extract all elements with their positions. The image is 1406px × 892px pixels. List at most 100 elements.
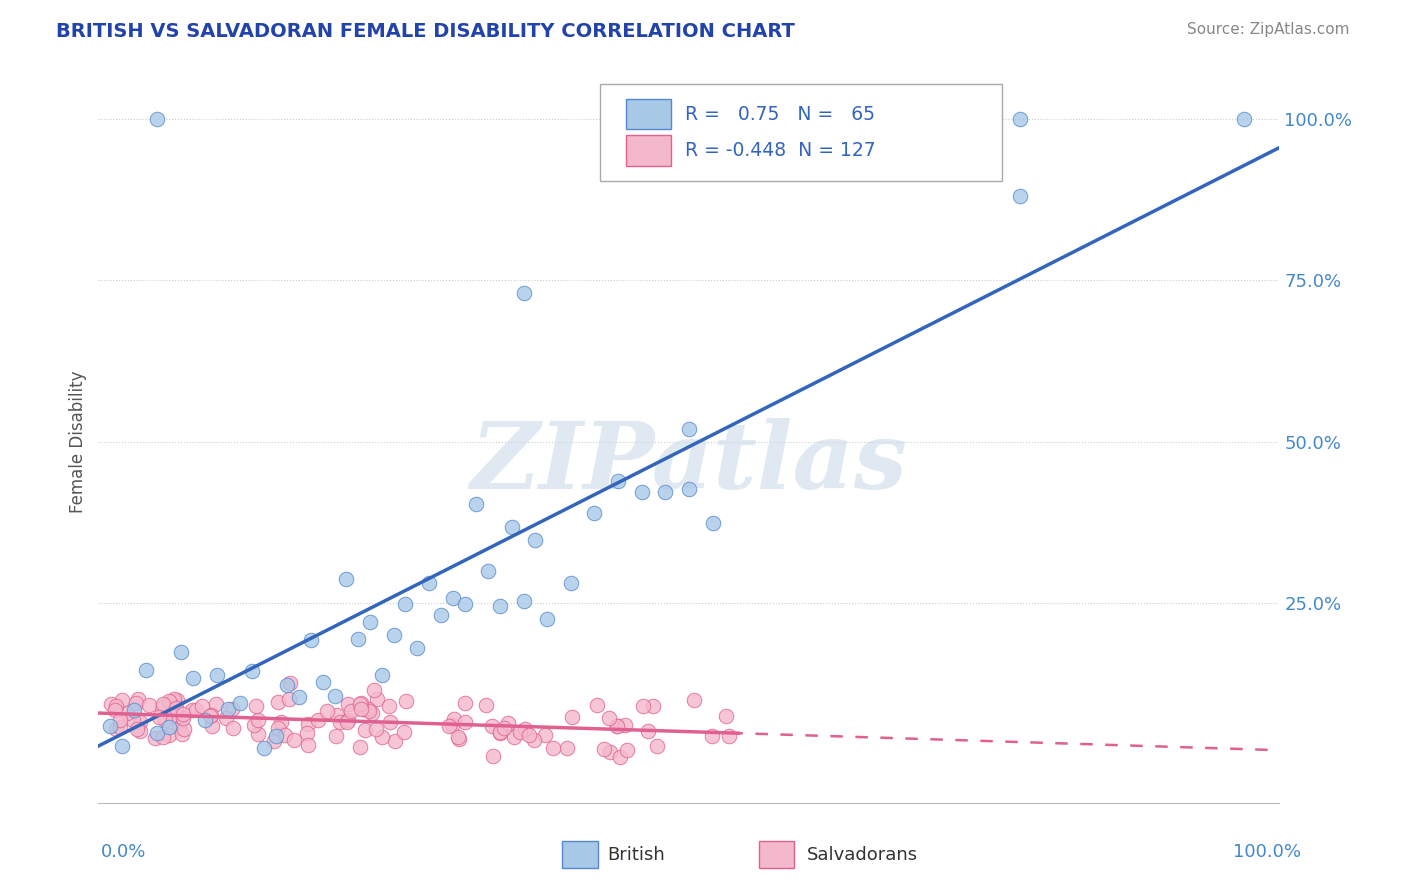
Point bbox=[240, 664, 263, 678]
Point bbox=[352, 701, 374, 715]
Point bbox=[297, 738, 319, 752]
Point bbox=[586, 698, 609, 712]
Point bbox=[489, 725, 512, 739]
Point bbox=[359, 615, 381, 630]
Point bbox=[378, 715, 401, 730]
Point bbox=[353, 723, 375, 737]
Point bbox=[166, 708, 188, 723]
Point bbox=[366, 692, 388, 706]
Point bbox=[152, 730, 174, 744]
Point bbox=[153, 713, 176, 727]
Point bbox=[274, 728, 297, 742]
Point bbox=[104, 703, 127, 717]
Text: BRITISH VS SALVADORAN FEMALE DISABILITY CORRELATION CHART: BRITISH VS SALVADORAN FEMALE DISABILITY … bbox=[56, 22, 796, 41]
Point bbox=[200, 708, 222, 723]
Point bbox=[200, 719, 222, 733]
Point bbox=[512, 286, 534, 301]
Bar bbox=[626, 136, 671, 166]
Point bbox=[363, 683, 385, 698]
Point bbox=[135, 663, 157, 677]
Point bbox=[598, 711, 620, 725]
Point bbox=[159, 708, 181, 723]
Point bbox=[157, 720, 180, 734]
Text: R = -0.448  N = 127: R = -0.448 N = 127 bbox=[685, 141, 876, 160]
Point bbox=[205, 668, 228, 682]
Point bbox=[323, 689, 346, 703]
Point bbox=[489, 599, 512, 613]
Point bbox=[382, 628, 405, 642]
Point bbox=[606, 718, 628, 732]
Point bbox=[609, 749, 631, 764]
Point bbox=[481, 719, 503, 733]
Point bbox=[593, 742, 616, 756]
Point bbox=[108, 713, 131, 727]
Point bbox=[148, 710, 170, 724]
Point bbox=[443, 712, 465, 726]
Point bbox=[349, 740, 371, 755]
Point bbox=[166, 692, 188, 706]
Point bbox=[394, 725, 416, 739]
Point bbox=[371, 730, 394, 744]
Bar bbox=[626, 99, 671, 129]
Point bbox=[325, 729, 347, 743]
Point bbox=[702, 516, 724, 531]
Point bbox=[488, 725, 510, 739]
Point bbox=[277, 692, 299, 706]
Point bbox=[366, 722, 388, 736]
Point bbox=[449, 731, 471, 746]
Point bbox=[384, 734, 406, 748]
Point bbox=[152, 697, 174, 711]
Point bbox=[555, 741, 578, 756]
Point bbox=[253, 741, 276, 756]
FancyBboxPatch shape bbox=[600, 84, 1002, 181]
Point bbox=[276, 678, 298, 692]
Point bbox=[534, 728, 557, 742]
Point bbox=[146, 726, 169, 740]
Point bbox=[307, 713, 329, 727]
Point bbox=[170, 727, 193, 741]
Point bbox=[465, 497, 488, 511]
Point bbox=[496, 715, 519, 730]
Point bbox=[523, 732, 546, 747]
Point bbox=[718, 729, 741, 743]
Point bbox=[336, 715, 359, 730]
Point bbox=[335, 572, 357, 586]
Point bbox=[215, 711, 238, 725]
Point bbox=[349, 697, 371, 711]
Point bbox=[630, 485, 652, 500]
Point bbox=[631, 698, 654, 713]
Text: ZIPatlas: ZIPatlas bbox=[471, 418, 907, 508]
Point bbox=[654, 485, 676, 500]
Point bbox=[350, 696, 373, 710]
Point bbox=[243, 718, 266, 732]
Point bbox=[111, 692, 134, 706]
Point bbox=[524, 533, 547, 548]
Point bbox=[1233, 112, 1256, 126]
Point bbox=[263, 734, 285, 748]
Point bbox=[359, 704, 381, 718]
Point bbox=[316, 704, 339, 718]
Point bbox=[108, 720, 131, 734]
Point bbox=[157, 728, 180, 742]
Point bbox=[607, 475, 630, 489]
Point bbox=[517, 728, 540, 742]
Point bbox=[146, 112, 169, 126]
Point bbox=[115, 706, 138, 721]
Point bbox=[475, 698, 498, 713]
Point bbox=[157, 694, 180, 708]
Point bbox=[299, 633, 322, 648]
Point bbox=[297, 716, 319, 731]
Point bbox=[406, 640, 429, 655]
Point bbox=[312, 675, 335, 690]
Point bbox=[441, 591, 464, 605]
Point bbox=[264, 729, 287, 743]
Text: 0.0%: 0.0% bbox=[101, 843, 146, 861]
Point bbox=[288, 690, 311, 705]
Point bbox=[714, 708, 737, 723]
Point bbox=[440, 718, 463, 732]
Text: 100.0%: 100.0% bbox=[1233, 843, 1301, 861]
Point bbox=[198, 708, 221, 723]
Point bbox=[270, 714, 292, 729]
Point bbox=[700, 729, 723, 743]
Point bbox=[295, 726, 318, 740]
